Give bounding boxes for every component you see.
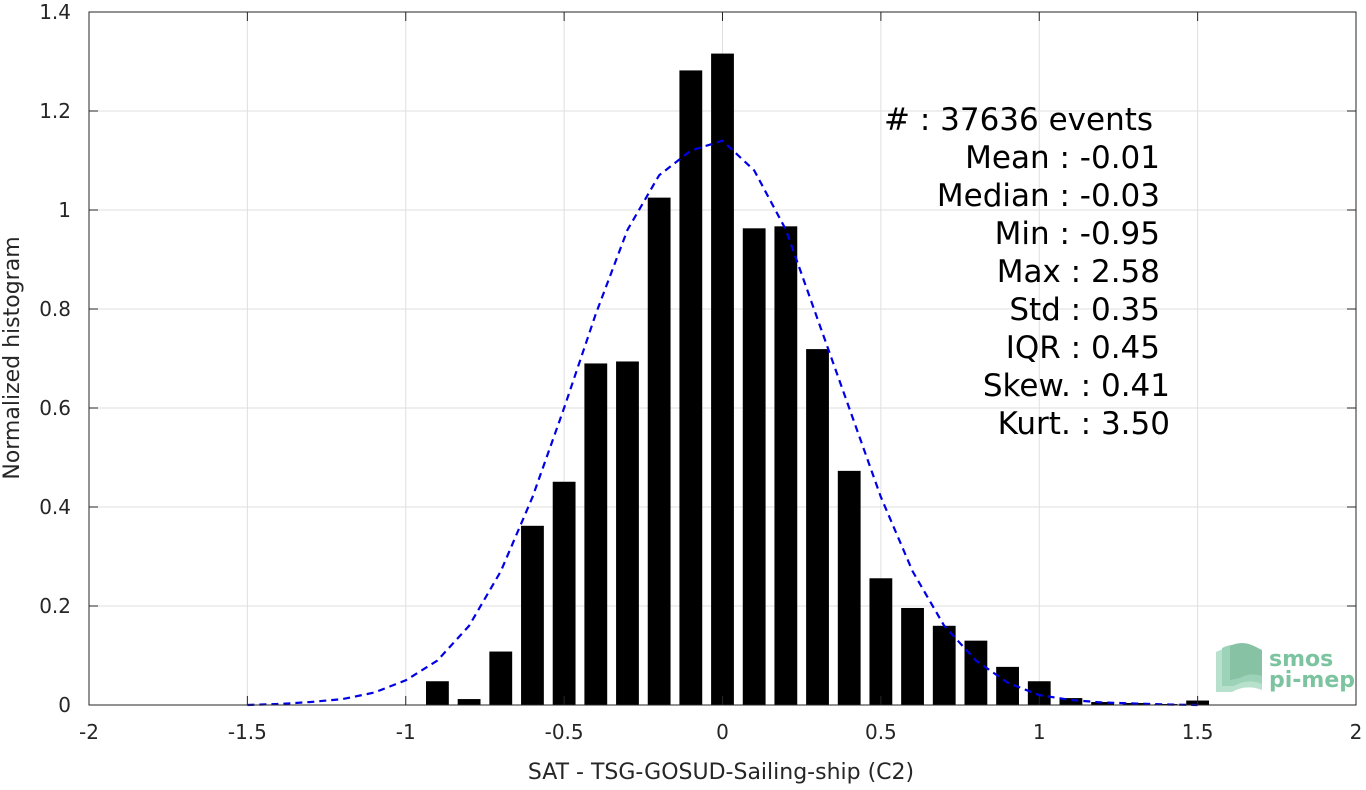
histogram-bars: [426, 53, 1210, 705]
histogram-bar: [837, 470, 861, 705]
histogram-bar: [552, 481, 576, 705]
histogram-bar: [584, 363, 608, 705]
smos-pi-mep-logo: smos pi-mep: [1216, 643, 1355, 693]
histogram-bar: [1091, 702, 1115, 705]
y-tick-label: 1.2: [39, 99, 71, 123]
histogram-bar: [616, 361, 639, 705]
histogram-bar: [457, 699, 481, 705]
histogram-bar: [1059, 698, 1083, 705]
logo-line2: pi-mep: [1269, 668, 1355, 693]
y-tick-label: 0.6: [39, 396, 71, 420]
histogram-bar: [1027, 681, 1051, 705]
histogram-bar: [806, 349, 829, 705]
logo-wave-icon: [1216, 643, 1262, 692]
x-tick-label: -0.5: [545, 720, 584, 744]
histogram-bar: [996, 666, 1019, 705]
x-tick-label: 1: [1033, 720, 1046, 744]
histogram-bar: [426, 681, 449, 705]
histogram-bar: [932, 625, 956, 705]
axes: [88, 11, 1357, 706]
histogram-bar: [774, 226, 798, 705]
x-tick-label: -1.5: [228, 720, 267, 744]
stat-line: Median : -0.03: [937, 178, 1160, 214]
stat-line: Kurt. : 3.50: [998, 406, 1170, 442]
y-tick-label: 1: [58, 198, 71, 222]
x-tick-label: 0.5: [865, 720, 897, 744]
y-tick-label: 1.4: [39, 0, 71, 24]
y-tick-label: 0.4: [39, 495, 71, 519]
x-tick-label: 1.5: [1182, 720, 1214, 744]
y-axis-label: Normalized histogram: [0, 236, 25, 479]
y-tick-label: 0: [58, 693, 71, 717]
stat-line: Skew. : 0.41: [983, 368, 1170, 404]
histogram-bar: [964, 640, 988, 705]
histogram-bar: [647, 197, 671, 705]
x-tick-label: -2: [79, 720, 99, 744]
histogram-bar: [901, 607, 924, 705]
histogram-bar: [679, 70, 703, 705]
stat-line: Min : -0.95: [995, 216, 1160, 252]
tick-labels: -2 -1.5 -1 -0.5 0 0.5 1 1.5 2 0 0.2 0.4 0.6 0.8 1 1.2 1.…: [39, 0, 1362, 744]
fit-curve-line: [247, 139, 1198, 707]
histogram-bar: [521, 525, 544, 705]
stat-line: Std : 0.35: [1009, 292, 1160, 328]
stat-line: # : 37636 events: [884, 102, 1153, 138]
stat-line: IQR : 0.45: [1006, 330, 1160, 366]
y-tick-label: 0.2: [39, 594, 71, 618]
stat-line: Max : 2.58: [997, 254, 1160, 290]
x-axis-label: SAT - TSG-GOSUD-Sailing-ship (C2): [528, 760, 914, 785]
fit-curve-layer: [247, 139, 1198, 707]
x-tick-label: -1: [396, 720, 416, 744]
histogram-bar: [869, 578, 893, 705]
logo-line1: smos: [1269, 647, 1333, 672]
histogram-bar: [711, 53, 734, 705]
y-tick-label: 0.8: [39, 297, 71, 321]
x-tick-label: 2: [1350, 720, 1363, 744]
stat-line: Mean : -0.01: [965, 140, 1160, 176]
x-tick-label: 0: [716, 720, 729, 744]
histogram-bar: [489, 651, 513, 705]
histogram-bar: [742, 228, 766, 705]
